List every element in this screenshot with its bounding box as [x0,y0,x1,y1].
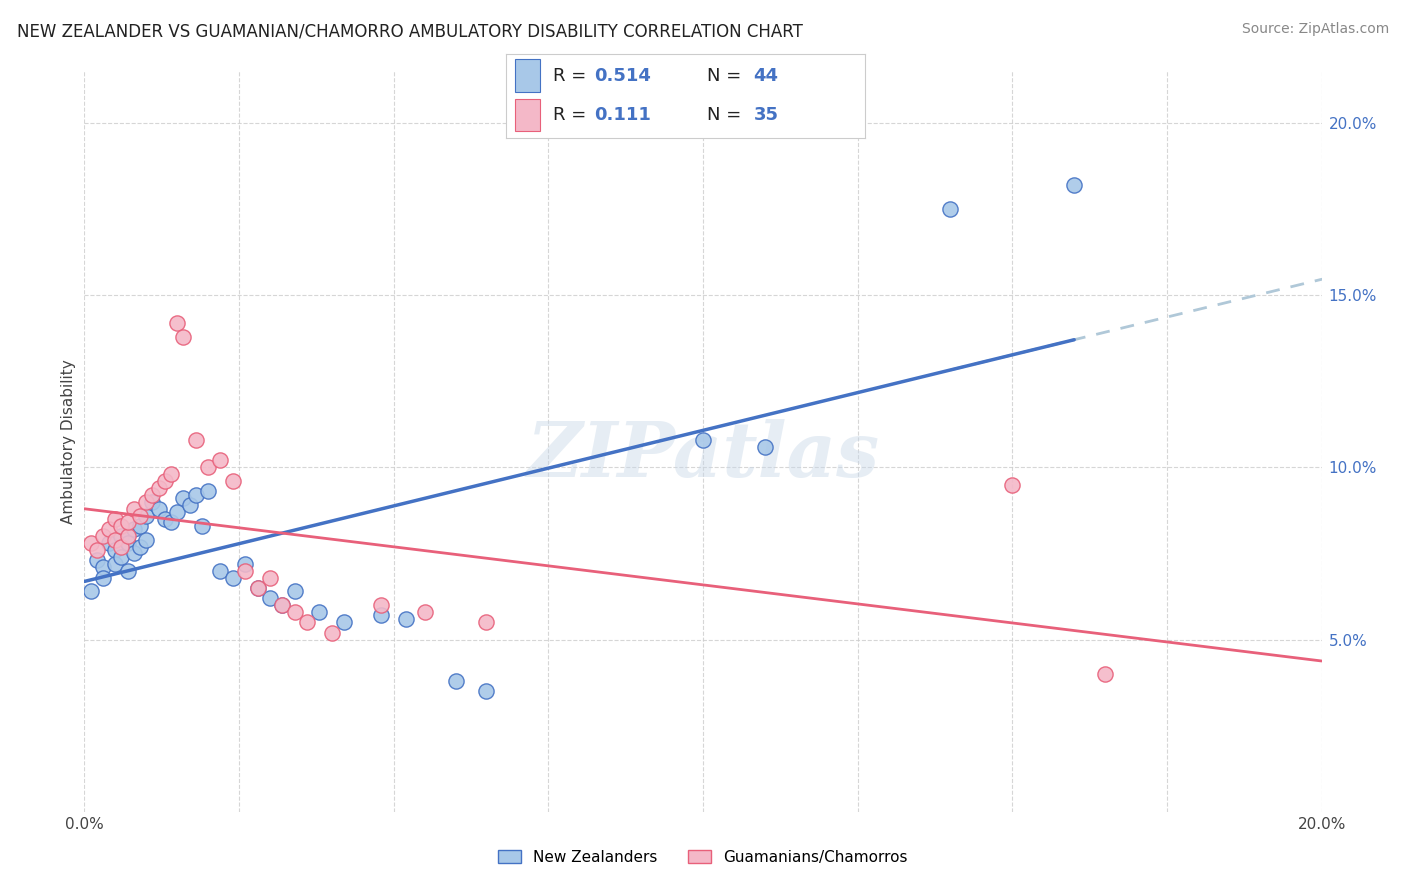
Point [259,591,281,606]
Point [91,570,114,584]
Point [271,598,294,612]
Point [160,516,183,530]
Point [129,519,152,533]
Point [197,460,219,475]
Point [79,584,101,599]
Point [333,615,356,630]
Point [475,615,498,630]
Point [233,557,256,571]
Point [104,533,127,547]
Text: N =: N = [707,67,747,85]
Point [153,512,176,526]
Point [209,564,232,578]
Point [135,508,157,523]
Point [692,433,714,447]
Point [191,519,214,533]
Point [295,615,318,630]
Point [321,625,343,640]
Point [117,564,139,578]
Text: NEW ZEALANDER VS GUAMANIAN/CHAMORRO AMBULATORY DISABILITY CORRELATION CHART: NEW ZEALANDER VS GUAMANIAN/CHAMORRO AMBU… [17,22,803,40]
Point [86,553,108,567]
Point [222,474,245,488]
Point [129,508,152,523]
Point [79,536,101,550]
Point [110,540,132,554]
Point [135,495,157,509]
Point [98,536,121,550]
Point [117,516,139,530]
Text: 0.514: 0.514 [593,67,651,85]
Point [117,536,139,550]
Point [91,560,114,574]
Point [153,474,176,488]
Point [184,488,207,502]
Point [122,501,145,516]
Point [246,581,269,595]
Point [939,202,962,216]
Point [1001,477,1024,491]
Y-axis label: Ambulatory Disability: Ambulatory Disability [60,359,76,524]
Point [271,598,294,612]
Text: R =: R = [553,67,592,85]
Point [166,316,188,330]
FancyBboxPatch shape [515,99,540,131]
Point [209,453,232,467]
Point [413,605,436,619]
Point [110,549,132,564]
FancyBboxPatch shape [515,60,540,92]
Point [370,598,392,612]
Point [166,505,188,519]
Point [184,433,207,447]
Point [117,529,139,543]
Point [141,488,163,502]
Point [122,546,145,560]
Point [98,522,121,536]
Point [104,543,127,558]
Point [246,581,269,595]
Point [86,543,108,558]
Point [172,491,194,506]
Point [197,484,219,499]
Point [284,584,307,599]
Point [308,605,330,619]
Text: 0.111: 0.111 [593,106,651,124]
Point [104,512,127,526]
Point [370,608,392,623]
Point [233,564,256,578]
Point [395,612,418,626]
Point [1094,667,1116,681]
Point [475,684,498,698]
Text: 44: 44 [754,67,779,85]
Point [222,570,245,584]
Point [172,329,194,343]
Point [179,498,201,512]
Text: 35: 35 [754,106,779,124]
Point [141,495,163,509]
Text: Source: ZipAtlas.com: Source: ZipAtlas.com [1241,22,1389,37]
Point [135,533,157,547]
Point [129,540,152,554]
Point [284,605,307,619]
Text: R =: R = [553,106,592,124]
Point [122,522,145,536]
Point [110,529,132,543]
Text: N =: N = [707,106,747,124]
Point [259,570,281,584]
Point [104,557,127,571]
Text: ZIPatlas: ZIPatlas [526,419,880,493]
Point [160,467,183,482]
Point [1063,178,1085,192]
Point [91,529,114,543]
Point [754,440,776,454]
Point [148,481,170,495]
Point [444,673,467,688]
Point [110,519,132,533]
Legend: New Zealanders, Guamanians/Chamorros: New Zealanders, Guamanians/Chamorros [492,844,914,871]
Point [148,501,170,516]
